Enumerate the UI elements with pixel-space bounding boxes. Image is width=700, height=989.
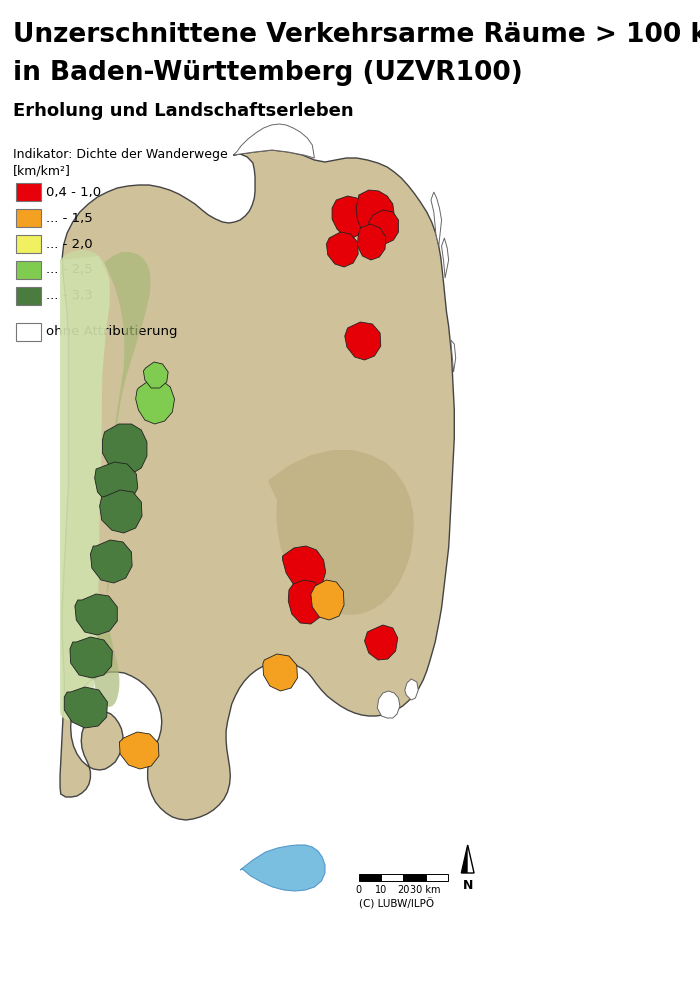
Polygon shape: [356, 190, 394, 238]
Polygon shape: [451, 340, 456, 372]
Bar: [359, 874, 382, 881]
Polygon shape: [405, 679, 418, 700]
Polygon shape: [461, 845, 474, 873]
Polygon shape: [144, 362, 168, 388]
Polygon shape: [60, 256, 109, 720]
Bar: [426, 874, 448, 881]
Polygon shape: [136, 380, 174, 424]
Bar: [15, 323, 41, 341]
Polygon shape: [431, 192, 442, 246]
Polygon shape: [64, 687, 107, 728]
Polygon shape: [311, 580, 344, 620]
Polygon shape: [75, 594, 118, 635]
Bar: [15, 287, 41, 305]
Bar: [15, 209, 41, 227]
Text: Erholung und Landschaftserleben: Erholung und Landschaftserleben: [13, 102, 354, 120]
Polygon shape: [332, 196, 368, 238]
Text: 10: 10: [375, 885, 387, 895]
Text: in Baden-Württemberg (UZVR100): in Baden-Württemberg (UZVR100): [13, 60, 522, 86]
Text: ... - 1,5: ... - 1,5: [46, 212, 92, 225]
Polygon shape: [377, 691, 400, 718]
Polygon shape: [269, 450, 414, 615]
Polygon shape: [369, 210, 398, 244]
Polygon shape: [283, 546, 326, 591]
Text: Indikator: Dichte der Wanderwege: Indikator: Dichte der Wanderwege: [13, 148, 228, 161]
Polygon shape: [345, 322, 381, 360]
Polygon shape: [60, 250, 110, 720]
Text: Unzerschnittene Verkehrsarme Räume > 100 km²: Unzerschnittene Verkehrsarme Räume > 100…: [13, 22, 700, 48]
Text: ... - 2,5: ... - 2,5: [46, 263, 92, 277]
Polygon shape: [99, 490, 142, 533]
Polygon shape: [358, 224, 386, 260]
Polygon shape: [461, 845, 468, 873]
Text: 0,4 - 1,0: 0,4 - 1,0: [46, 186, 101, 199]
Polygon shape: [326, 232, 358, 267]
Text: N: N: [463, 879, 473, 892]
Polygon shape: [288, 580, 323, 624]
Polygon shape: [102, 424, 147, 474]
Polygon shape: [70, 637, 112, 678]
Polygon shape: [442, 238, 449, 278]
Text: [km/km²]: [km/km²]: [13, 164, 71, 177]
Text: ... - 3,3: ... - 3,3: [46, 290, 92, 303]
Polygon shape: [120, 732, 159, 769]
Polygon shape: [90, 540, 132, 583]
Text: 30 km: 30 km: [410, 885, 441, 895]
Bar: [382, 874, 403, 881]
Bar: [15, 235, 41, 253]
Polygon shape: [60, 150, 454, 820]
Text: (C) LUBW/ILPÖ: (C) LUBW/ILPÖ: [359, 898, 434, 910]
Text: ... - 2,0: ... - 2,0: [46, 237, 92, 250]
Polygon shape: [262, 654, 298, 691]
Polygon shape: [233, 124, 314, 158]
Polygon shape: [365, 625, 398, 660]
Bar: [403, 874, 426, 881]
Text: 20: 20: [397, 885, 410, 895]
Bar: [15, 183, 41, 201]
Polygon shape: [240, 845, 325, 891]
Polygon shape: [94, 252, 150, 707]
Bar: [15, 261, 41, 279]
Text: ohne Attributierung: ohne Attributierung: [46, 325, 177, 338]
Text: 0: 0: [356, 885, 362, 895]
Polygon shape: [94, 462, 138, 505]
